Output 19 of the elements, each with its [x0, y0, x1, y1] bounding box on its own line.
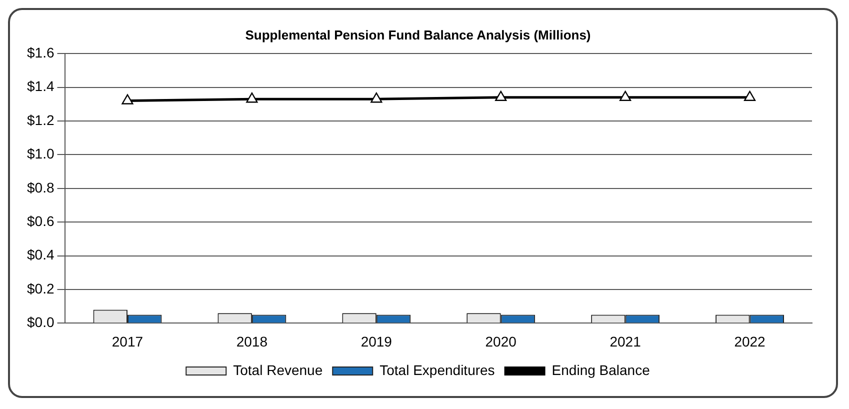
- y-tick-label: $1.0: [27, 146, 54, 162]
- y-tick-label: $1.4: [27, 78, 54, 94]
- x-tick-label: 2018: [236, 333, 268, 350]
- x-tick-label: 2020: [485, 333, 517, 350]
- x-tick-label: 2021: [610, 333, 642, 350]
- legend-label: Total Expenditures: [380, 362, 495, 378]
- y-tick-label: $0.2: [27, 280, 54, 296]
- chart-title: Supplemental Pension Fund Balance Analysis (Millions): [245, 27, 591, 42]
- y-tick-label: $1.2: [27, 112, 54, 128]
- x-tick-label: 2017: [112, 333, 144, 350]
- y-tick-label: $1.6: [27, 44, 54, 60]
- x-tick-label: 2019: [360, 333, 392, 350]
- y-tick-label: $0.0: [27, 314, 54, 330]
- legend-label: Total Revenue: [233, 362, 323, 378]
- x-tick-label: 2022: [734, 333, 766, 350]
- legend-label: Ending Balance: [552, 362, 650, 378]
- y-tick-label: $0.8: [27, 179, 54, 196]
- y-tick-label: $0.4: [27, 246, 54, 263]
- y-tick-label: $0.6: [27, 212, 54, 229]
